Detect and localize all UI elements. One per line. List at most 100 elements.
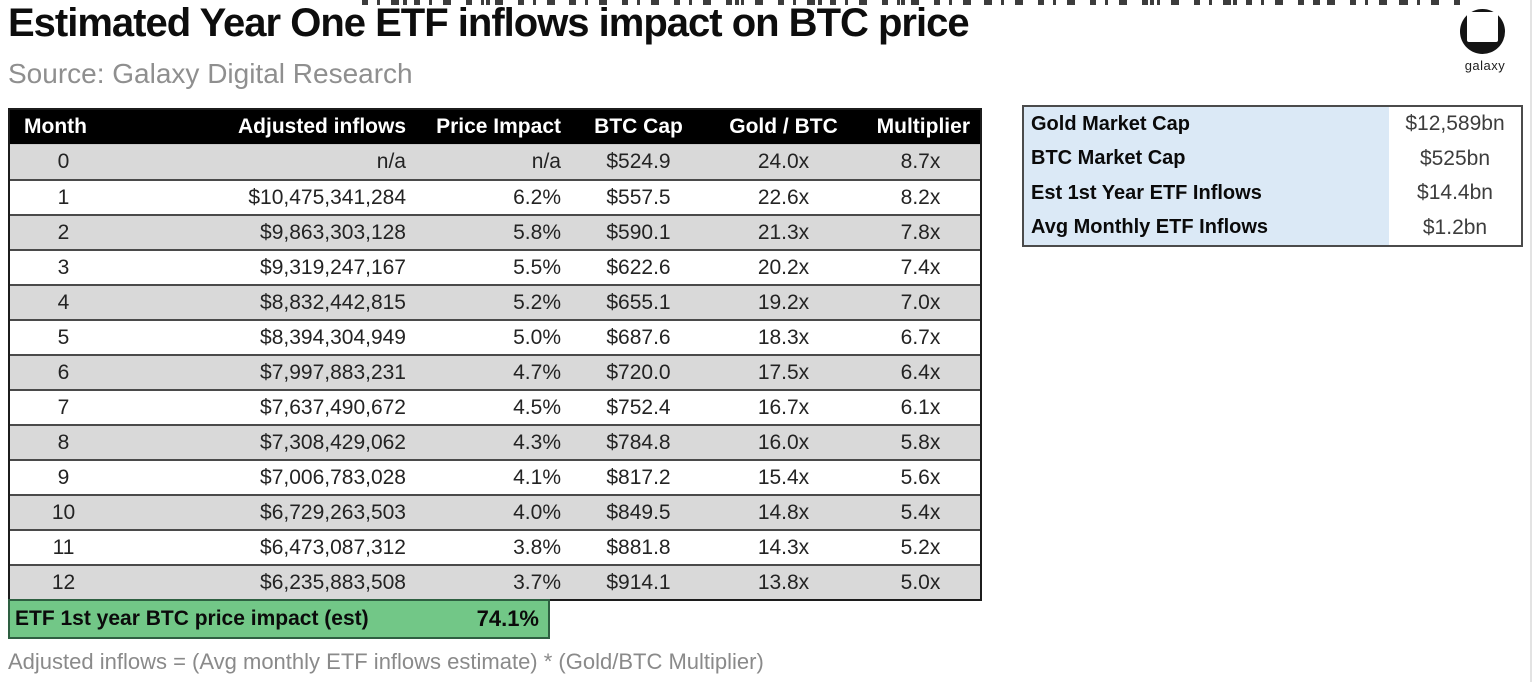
assumption-row: Est 1st Year ETF Inflows $14.4bn	[1024, 176, 1521, 211]
summary-value: 74.1%	[476, 606, 539, 631]
assumption-label: Est 1st Year ETF Inflows	[1024, 176, 1389, 211]
table-cell: 0	[57, 150, 70, 173]
source-line: Source: Galaxy Digital Research	[8, 58, 413, 89]
table-cell: 1	[57, 185, 70, 209]
table-cell: 7.4x	[900, 255, 941, 279]
table-cell: $10,475,341,284	[248, 185, 406, 209]
table-cell: 18.3x	[757, 325, 810, 349]
galaxy-logo-wordmark: galaxy	[1464, 58, 1506, 73]
table-cell: $6,235,883,508	[260, 570, 406, 594]
table-cell: 15.4x	[757, 465, 810, 489]
table-cell: $881.8	[606, 535, 671, 559]
table-cell: $784.8	[606, 430, 671, 454]
table-row: 9 $7,006,783,028 4.1% $817.2 15.4x 5.6x	[10, 459, 980, 494]
table-cell: 5.2x	[900, 535, 941, 559]
table-cell: 17.5x	[757, 360, 810, 384]
table-cell: $8,832,442,815	[260, 290, 406, 314]
table-cell: n/a	[531, 150, 561, 173]
table-cell: $557.5	[606, 185, 671, 209]
table-row: 6 $7,997,883,231 4.7% $720.0 17.5x 6.4x	[10, 354, 980, 389]
table-cell: $914.1	[606, 570, 671, 594]
table-cell: 14.3x	[757, 535, 810, 559]
table-row: 4 $8,832,442,815 5.2% $655.1 19.2x 7.0x	[10, 284, 980, 319]
assumptions-panel: Gold Market Cap $12,589bn BTC Market Cap $5…	[1022, 105, 1523, 247]
table-cell: 20.2x	[757, 255, 810, 279]
galaxy-logo-square-icon	[1467, 12, 1498, 42]
table-cell: 4.7%	[513, 360, 561, 384]
assumption-value: $14.4bn	[1389, 176, 1521, 211]
table-cell: 6.2%	[513, 185, 561, 209]
table-cell: 6.7x	[900, 325, 941, 349]
table-cell: 16.0x	[757, 430, 810, 454]
table-cell: 5.4x	[900, 500, 941, 524]
table-cell: 21.3x	[757, 220, 810, 244]
table-cell: 6.4x	[900, 360, 941, 384]
table-cell: 3.8%	[513, 535, 561, 559]
table-row: 12 $6,235,883,508 3.7% $914.1 13.8x 5.0x	[10, 564, 980, 599]
table-cell: $7,006,783,028	[260, 465, 406, 489]
table-cell: 6.1x	[900, 395, 941, 419]
table-row: 3 $9,319,247,167 5.5% $622.6 20.2x 7.4x	[10, 249, 980, 284]
assumption-row: Gold Market Cap $12,589bn	[1024, 107, 1521, 142]
table-cell: 8	[57, 430, 70, 454]
table-cell: 7.8x	[900, 220, 941, 244]
column-header: Adjusted inflows	[238, 115, 406, 138]
table-cell: $655.1	[606, 290, 671, 314]
table-row: 5 $8,394,304,949 5.0% $687.6 18.3x 6.7x	[10, 319, 980, 354]
table-cell: 11	[52, 535, 75, 559]
assumption-label: BTC Market Cap	[1024, 141, 1389, 176]
table-cell: 12	[51, 570, 76, 594]
assumption-value: $525bn	[1389, 141, 1521, 176]
table-cell: $849.5	[606, 500, 671, 524]
galaxy-logo: galaxy	[1458, 8, 1512, 74]
table-cell: $8,394,304,949	[260, 325, 406, 349]
table-cell: $622.6	[606, 255, 671, 279]
table-cell: 5.8%	[513, 220, 561, 244]
table-cell: 16.7x	[757, 395, 810, 419]
table-cell: n/a	[376, 150, 406, 173]
table-cell: 22.6x	[757, 185, 810, 209]
table-cell: 5.6x	[900, 465, 941, 489]
column-header: Price Impact	[436, 115, 561, 138]
assumption-label: Avg Monthly ETF Inflows	[1024, 210, 1389, 245]
cropped-text-artifact	[362, 0, 1467, 5]
table-cell: 3.7%	[513, 570, 561, 594]
etf-impact-table: Month Adjusted inflows Price Impact BTC Cap…	[8, 108, 982, 601]
table-row: 8 $7,308,429,062 4.3% $784.8 16.0x 5.8x	[10, 424, 980, 459]
table-cell: 5.8x	[900, 430, 941, 454]
table-cell: 4	[57, 290, 70, 314]
table-cell: 4.0%	[513, 500, 561, 524]
table-cell: 3	[57, 255, 70, 279]
table-row: 10 $6,729,263,503 4.0% $849.5 14.8x 5.4x	[10, 494, 980, 529]
assumption-value: $1.2bn	[1389, 210, 1521, 245]
assumption-row: Avg Monthly ETF Inflows $1.2bn	[1024, 210, 1521, 245]
table-cell: 10	[51, 500, 76, 524]
assumption-value: $12,589bn	[1389, 107, 1521, 142]
table-cell: 24.0x	[757, 150, 810, 173]
table-cell: $752.4	[606, 395, 671, 419]
summary-row: ETF 1st year BTC price impact (est) 74.1…	[8, 599, 550, 639]
table-cell: $524.9	[606, 150, 671, 173]
table-cell: $590.1	[606, 220, 671, 244]
summary-label: ETF 1st year BTC price impact (est)	[15, 607, 369, 630]
assumption-row: BTC Market Cap $525bn	[1024, 141, 1521, 176]
table-cell: $817.2	[606, 465, 671, 489]
table-row: 2 $9,863,303,128 5.8% $590.1 21.3x 7.8x	[10, 214, 980, 249]
table-cell: $7,997,883,231	[260, 360, 406, 384]
table-row: 0 n/a n/a $524.9 24.0x 8.7x	[10, 144, 980, 179]
table-cell: $7,308,429,062	[260, 430, 406, 454]
table-cell: $6,729,263,503	[260, 500, 406, 524]
table-cell: $687.6	[606, 325, 671, 349]
table-header-row: Month Adjusted inflows Price Impact BTC Cap…	[10, 110, 980, 144]
table-cell: 8.2x	[900, 185, 941, 209]
column-header: Gold / BTC	[729, 115, 838, 138]
table-cell: 5.0%	[513, 325, 561, 349]
column-header: Multiplier	[876, 115, 970, 138]
table-cell: 7.0x	[900, 290, 941, 314]
page-title: Estimated Year One ETF inflows impact on…	[8, 1, 970, 45]
table-cell: $9,863,303,128	[260, 220, 406, 244]
table-cell: 5	[57, 325, 70, 349]
table-cell: 4.5%	[513, 395, 561, 419]
table-cell: 14.8x	[757, 500, 810, 524]
footnote: Adjusted inflows = (Avg monthly ETF infl…	[8, 649, 764, 674]
